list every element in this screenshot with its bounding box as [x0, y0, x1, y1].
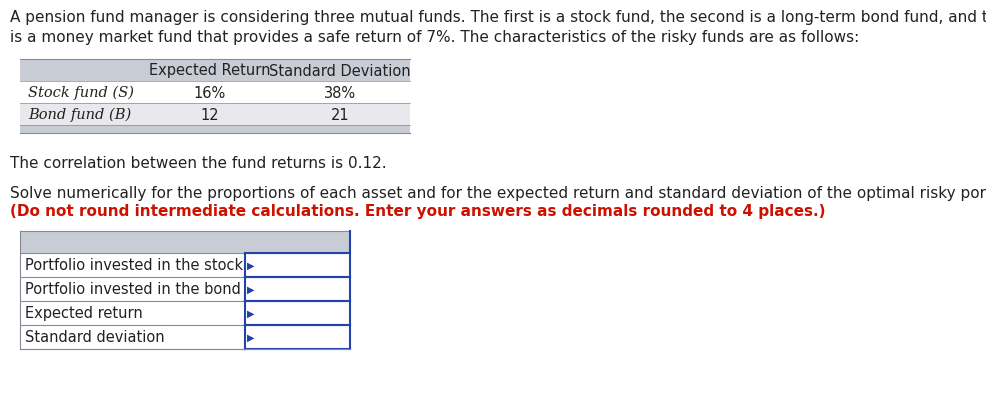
Text: 12: 12 [201, 107, 219, 122]
Text: Standard deviation: Standard deviation [25, 330, 165, 345]
Text: Standard Deviation: Standard Deviation [269, 63, 411, 78]
Text: A pension fund manager is considering three mutual funds. The first is a stock f: A pension fund manager is considering th… [10, 10, 986, 25]
Text: ▶: ▶ [247, 284, 254, 294]
Bar [20, 126, 410, 134]
Text: 38%: 38% [324, 85, 356, 100]
Bar [20, 277, 350, 301]
Text: Portfolio invested in the bond: Portfolio invested in the bond [25, 282, 241, 297]
Bar [20, 231, 350, 254]
Text: The correlation between the fund returns is 0.12.: The correlation between the fund returns… [10, 155, 387, 171]
Bar [20, 301, 350, 325]
Text: (Do not round intermediate calculations. Enter your answers as decimals rounded : (Do not round intermediate calculations.… [10, 204, 825, 218]
Bar [20, 254, 350, 277]
Bar [20, 82, 410, 104]
Text: Stock fund (S): Stock fund (S) [28, 85, 134, 100]
Text: 21: 21 [330, 107, 349, 122]
Bar [20, 325, 350, 349]
Text: Expected Return: Expected Return [149, 63, 271, 78]
Text: is a money market fund that provides a safe return of 7%. The characteristics of: is a money market fund that provides a s… [10, 30, 859, 45]
Bar [20, 104, 410, 126]
Text: ▶: ▶ [247, 308, 254, 318]
Text: Bond fund (B): Bond fund (B) [28, 108, 131, 122]
Text: ▶: ▶ [247, 332, 254, 342]
Bar [20, 60, 410, 82]
Text: 16%: 16% [194, 85, 226, 100]
Text: Solve numerically for the proportions of each asset and for the expected return : Solve numerically for the proportions of… [10, 186, 986, 200]
Text: ▶: ▶ [247, 261, 254, 270]
Text: Portfolio invested in the stock: Portfolio invested in the stock [25, 258, 244, 273]
Text: Expected return: Expected return [25, 306, 143, 321]
